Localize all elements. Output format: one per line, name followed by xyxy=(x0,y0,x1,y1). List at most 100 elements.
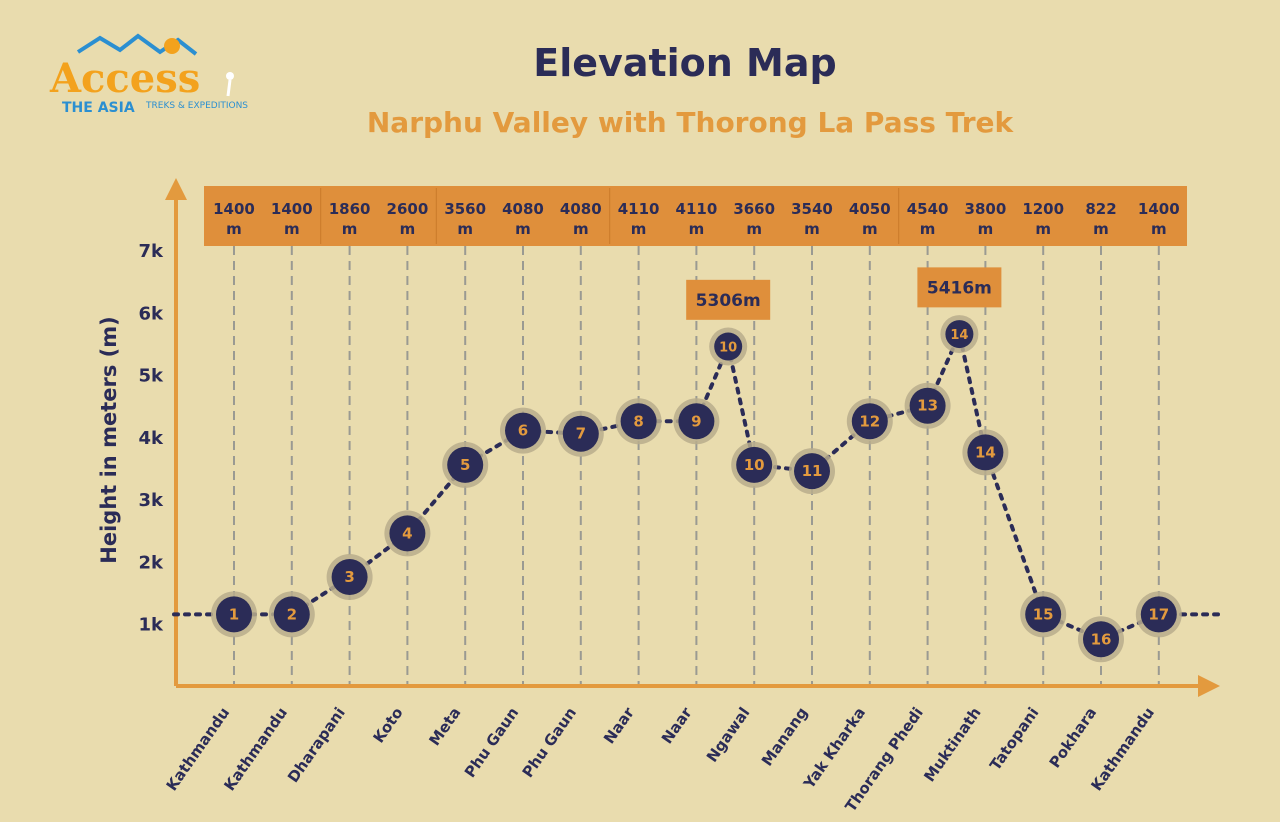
day-number: 17 xyxy=(1148,605,1169,623)
elevation-unit: m xyxy=(284,220,300,238)
x-tick-label: Tatopani xyxy=(986,704,1042,774)
day-marker xyxy=(714,332,743,361)
elevation-unit: m xyxy=(804,220,820,238)
peak-label: 5306m xyxy=(696,291,761,311)
elevation-unit: m xyxy=(746,220,762,238)
elevation-value: 822 xyxy=(1085,200,1116,218)
elevation-unit: m xyxy=(689,220,705,238)
logo-line2: THE ASIA xyxy=(62,100,135,116)
logo-mountain-icon xyxy=(76,33,198,56)
elevation-value: 1200 xyxy=(1022,200,1064,218)
elevation-unit: m xyxy=(1035,220,1051,238)
elevation-value: 2600 xyxy=(387,200,429,218)
x-tick-label: Dharapani xyxy=(284,704,349,786)
y-tick-label: 6k xyxy=(139,303,165,324)
day-marker xyxy=(1025,596,1062,633)
elevation-value: 3560 xyxy=(444,200,486,218)
elevation-value: 4080 xyxy=(502,200,544,218)
day-marker xyxy=(389,515,426,552)
day-number: 7 xyxy=(576,425,586,443)
elevation-unit: m xyxy=(457,220,473,238)
day-marker xyxy=(736,446,773,483)
peak-labels: 5306m 5416m xyxy=(686,267,1002,320)
peak-label-box xyxy=(686,279,771,320)
elevation-value: 4080 xyxy=(560,200,602,218)
y-tick-label: 1k xyxy=(139,615,165,636)
day-number: 5 xyxy=(460,456,470,474)
peak-label-box xyxy=(917,267,1002,308)
day-marker xyxy=(562,415,599,452)
elevation-value: 1400 xyxy=(1138,200,1180,218)
company-logo: Access THE ASIA TREKS & EXPEDITIONS xyxy=(49,33,248,116)
day-marker xyxy=(620,403,657,440)
elevation-value: 3540 xyxy=(791,200,833,218)
day-number: 4 xyxy=(402,524,412,542)
chart-subtitle: Narphu Valley with Thorong La Pass Trek xyxy=(367,106,1015,139)
elevation-labels: 1400 m 1400 m 1860 m 2600 m 3560 m 4080 m 4080 m 4110 m… xyxy=(213,188,1180,244)
day-marker xyxy=(909,387,946,424)
x-tick-label: Naar xyxy=(600,703,638,747)
elevation-value: 4540 xyxy=(907,200,949,218)
elevation-unit: m xyxy=(978,220,994,238)
elevation-unit: m xyxy=(1151,220,1167,238)
day-number: 14 xyxy=(975,443,996,461)
day-marker xyxy=(331,559,368,595)
elevation-unit: m xyxy=(515,220,531,238)
day-number: 15 xyxy=(1033,605,1054,623)
logo-name: Access xyxy=(49,55,200,102)
elevation-value: 1400 xyxy=(271,200,313,218)
peak-label: 5416m xyxy=(927,278,992,298)
y-tick-label: 5k xyxy=(139,366,165,387)
day-number: 3 xyxy=(344,568,354,586)
x-tick-label: Manang xyxy=(758,704,811,769)
elevation-unit: m xyxy=(573,220,589,238)
day-number: 6 xyxy=(518,422,528,440)
day-number: 10 xyxy=(744,456,765,474)
x-tick-label: Pokhara xyxy=(1046,704,1101,771)
y-ticks: 1k 2k 3k 4k 5k 6k 7k xyxy=(139,241,165,636)
y-tick-label: 4k xyxy=(139,428,165,449)
day-marker xyxy=(216,596,252,633)
elevation-unit: m xyxy=(1093,220,1109,238)
logo-hiker-body xyxy=(226,79,232,97)
y-tick-label: 7k xyxy=(139,241,165,262)
elevation-value: 4110 xyxy=(676,200,718,218)
elevation-value: 3800 xyxy=(965,200,1007,218)
elevation-value: 4110 xyxy=(618,200,660,218)
day-marker xyxy=(967,434,1004,471)
elevation-unit: m xyxy=(920,220,936,238)
day-marker xyxy=(273,596,310,633)
elevation-unit: m xyxy=(342,220,358,238)
logo-sun-icon xyxy=(164,38,180,54)
y-tick-label: 3k xyxy=(139,490,165,511)
elevation-label-band xyxy=(204,186,1187,246)
day-number: 14 xyxy=(950,328,968,343)
day-number: 1 xyxy=(229,605,239,623)
elevation-unit: m xyxy=(226,220,242,238)
logo-line3: TREKS & EXPEDITIONS xyxy=(145,101,248,111)
y-axis-arrow-icon xyxy=(165,178,187,200)
day-marker xyxy=(1140,596,1177,633)
x-tick-label: Muktinath xyxy=(920,704,984,785)
x-tick-label: Ngawal xyxy=(703,704,754,766)
y-axis-label: Height in meters (m) xyxy=(97,316,121,563)
elevation-unit: m xyxy=(631,220,647,238)
day-number: 12 xyxy=(859,412,880,430)
day-marker xyxy=(794,453,830,490)
day-number: 8 xyxy=(633,412,643,430)
elevation-value: 4050 xyxy=(849,200,891,218)
x-tick-label: Meta xyxy=(425,704,464,749)
day-number: 13 xyxy=(917,397,938,415)
y-tick-label: 2k xyxy=(139,552,165,573)
elevation-value: 1860 xyxy=(329,200,371,218)
logo-hiker-icon xyxy=(226,72,234,80)
day-marker xyxy=(851,403,888,440)
day-number: 9 xyxy=(691,412,701,430)
elevation-unit: m xyxy=(400,220,416,238)
chart-title: Elevation Map xyxy=(533,41,836,85)
x-axis-arrow-icon xyxy=(1198,675,1220,697)
